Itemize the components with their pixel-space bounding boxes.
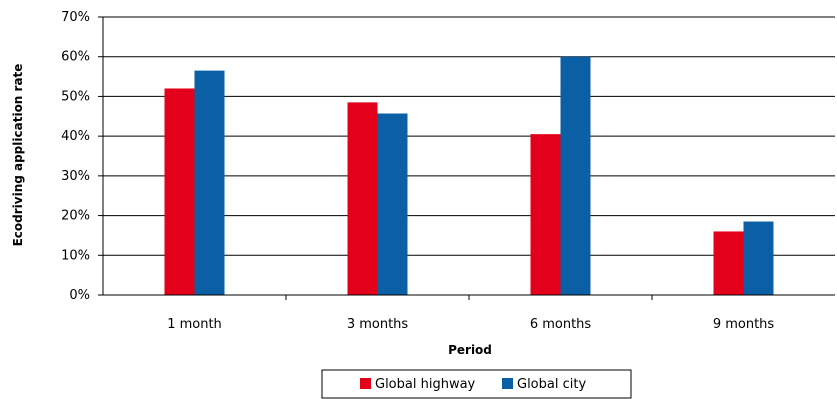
legend-swatch [502, 378, 513, 389]
y-tick-label: 0% [69, 288, 90, 303]
bars [164, 56, 774, 296]
bar-global-highway [347, 102, 378, 295]
bar-global-highway [530, 134, 561, 295]
gridlines [98, 16, 835, 296]
x-tick-label: 1 month [167, 317, 222, 332]
legend-label: Global highway [375, 377, 476, 392]
bar-global-city [560, 56, 591, 295]
y-tick-label: 30% [61, 169, 90, 184]
legend: Global highway Global city [321, 369, 632, 399]
bar-global-city [377, 113, 408, 296]
bar-global-highway [713, 231, 744, 295]
x-tick-label: 9 months [713, 317, 775, 332]
x-tick-label: 6 months [530, 317, 592, 332]
legend-label: Global city [517, 377, 586, 392]
y-tick-label: 20% [61, 209, 90, 224]
axes [102, 17, 835, 300]
bar-global-city [194, 70, 225, 295]
x-tick-labels: 1 month 3 months 6 months 9 months [167, 317, 774, 332]
bar-global-city [743, 221, 774, 295]
y-tick-label: 10% [61, 248, 90, 263]
x-tick-label: 3 months [347, 317, 409, 332]
y-axis-title: Ecodriving application rate [11, 64, 25, 247]
y-tick-label: 60% [61, 50, 90, 65]
y-tick-labels: 0% 10% 20% 30% 40% 50% 60% 70% [61, 10, 90, 303]
bar-global-highway [164, 88, 195, 295]
x-axis-title: Period [448, 343, 492, 357]
legend-box [321, 369, 632, 399]
y-tick-label: 50% [61, 89, 90, 104]
legend-swatch [360, 378, 371, 389]
y-tick-label: 70% [61, 10, 90, 25]
y-tick-label: 40% [61, 129, 90, 144]
